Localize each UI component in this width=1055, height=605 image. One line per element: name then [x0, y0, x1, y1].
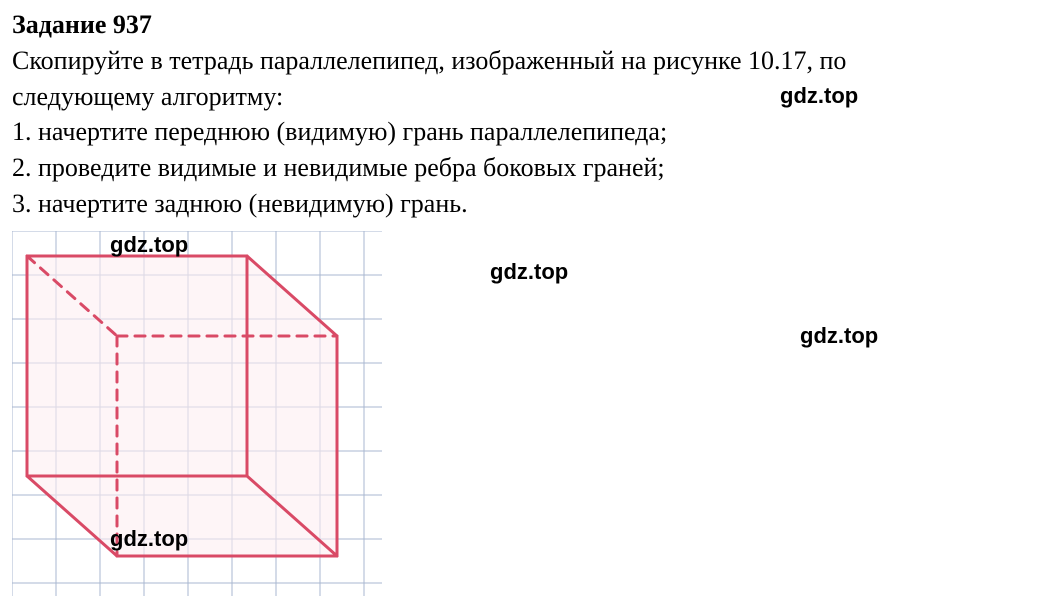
- grid-svg: [12, 231, 382, 596]
- intro-line-2: следующему алгоритму:: [12, 80, 1043, 114]
- watermark-3: gdz.top: [800, 322, 878, 351]
- intro-line-1: Скопируйте в тетрадь параллелепипед, изо…: [12, 44, 1043, 78]
- task-title: Задание 937: [12, 8, 1043, 42]
- algo-item-3: 3. начертите заднюю (невидимую) грань.: [12, 187, 1043, 221]
- watermark-2: gdz.top: [490, 258, 568, 287]
- figure-grid: gdz.top gdz.top: [12, 231, 382, 596]
- algo-item-2: 2. проведите видимые и невидимые ребра б…: [12, 151, 1043, 185]
- algo-item-1: 1. начертите переднюю (видимую) грань па…: [12, 115, 1043, 149]
